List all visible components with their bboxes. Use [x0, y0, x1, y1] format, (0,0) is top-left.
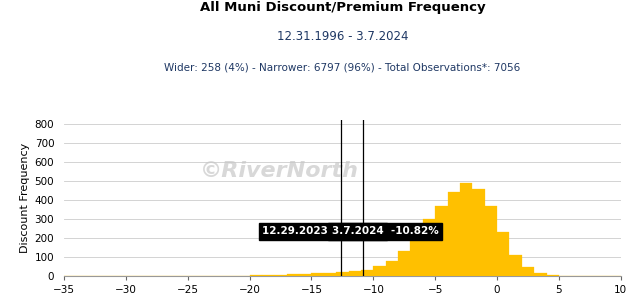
- Text: 3.7.2024  -10.82%: 3.7.2024 -10.82%: [332, 226, 439, 236]
- Bar: [472, 189, 484, 276]
- Bar: [447, 192, 460, 276]
- Bar: [410, 238, 423, 276]
- Bar: [484, 206, 497, 276]
- Bar: [398, 251, 410, 276]
- Text: 12.29.2023  -12.60%: 12.29.2023 -12.60%: [262, 226, 383, 236]
- Y-axis label: Discount Frequency: Discount Frequency: [20, 143, 31, 253]
- Bar: [349, 271, 361, 276]
- Bar: [312, 273, 324, 276]
- Bar: [547, 275, 559, 276]
- Bar: [336, 272, 349, 276]
- Bar: [509, 255, 522, 276]
- Bar: [460, 183, 472, 276]
- Bar: [250, 275, 262, 276]
- Text: Wider: 258 (4%) - Narrower: 6797 (96%) - Total Observations*: 7056: Wider: 258 (4%) - Narrower: 6797 (96%) -…: [164, 63, 520, 73]
- Text: ©RiverNorth: ©RiverNorth: [200, 161, 359, 181]
- Bar: [435, 206, 447, 276]
- Bar: [299, 274, 312, 276]
- Bar: [386, 261, 398, 276]
- Bar: [497, 232, 509, 276]
- Bar: [373, 266, 386, 276]
- Bar: [262, 275, 275, 276]
- Bar: [324, 273, 336, 276]
- Bar: [423, 219, 435, 276]
- Text: All Muni Discount/Premium Frequency: All Muni Discount/Premium Frequency: [200, 2, 485, 14]
- Bar: [287, 274, 299, 276]
- Bar: [361, 270, 373, 276]
- Bar: [522, 267, 534, 276]
- Bar: [275, 275, 287, 276]
- Bar: [534, 273, 547, 276]
- Text: 12.29.2023: 12.29.2023: [271, 226, 337, 236]
- Text: 12.31.1996 - 3.7.2024: 12.31.1996 - 3.7.2024: [276, 30, 408, 43]
